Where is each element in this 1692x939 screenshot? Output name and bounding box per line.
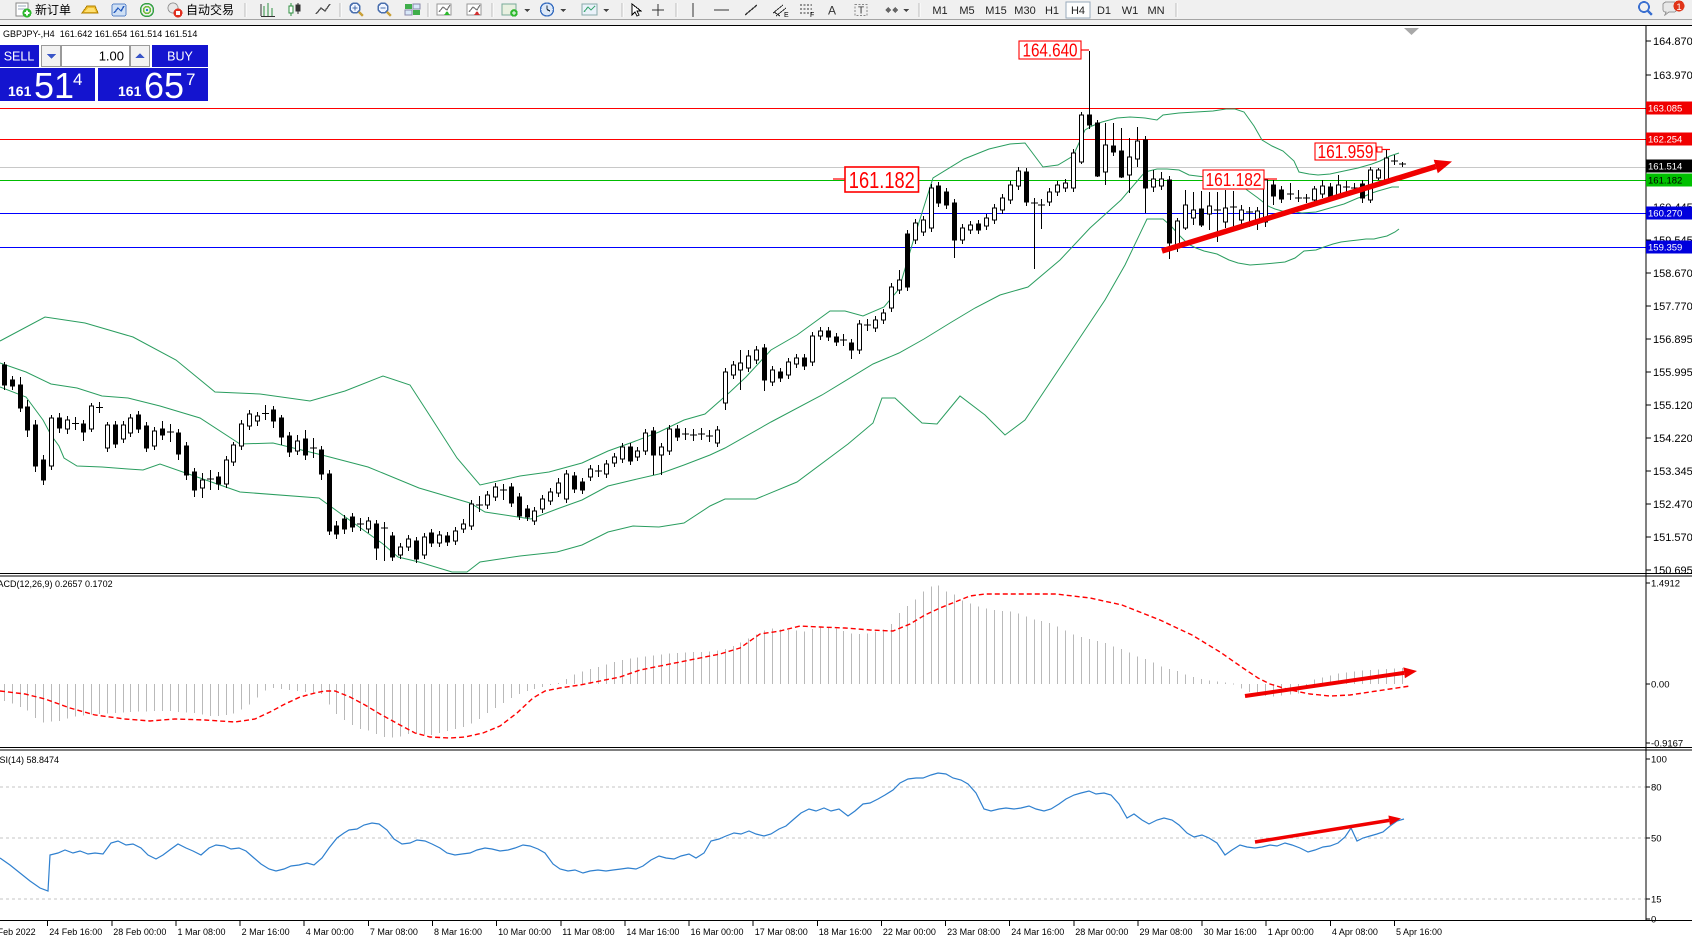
svg-text:29 Mar 08:00: 29 Mar 08:00 bbox=[1140, 927, 1193, 937]
svg-text:10 Mar 00:00: 10 Mar 00:00 bbox=[498, 927, 551, 937]
svg-text:160.270: 160.270 bbox=[1648, 209, 1682, 220]
svg-text:11 Mar 08:00: 11 Mar 08:00 bbox=[562, 927, 614, 937]
svg-text:4: 4 bbox=[73, 70, 82, 89]
svg-text:152.470: 152.470 bbox=[1653, 499, 1692, 511]
svg-text:-0.9167: -0.9167 bbox=[1651, 739, 1683, 750]
svg-text:28 Feb 00:00: 28 Feb 00:00 bbox=[113, 927, 166, 937]
svg-text:22 Mar 00:00: 22 Mar 00:00 bbox=[883, 927, 936, 937]
svg-text:SELL: SELL bbox=[4, 50, 35, 64]
svg-text:17 Mar 08:00: 17 Mar 08:00 bbox=[755, 927, 808, 937]
svg-text:M30: M30 bbox=[1014, 5, 1035, 17]
svg-text:M15: M15 bbox=[985, 5, 1006, 17]
svg-text:1.4912: 1.4912 bbox=[1651, 579, 1680, 590]
svg-text:161.514: 161.514 bbox=[1648, 162, 1682, 173]
svg-text:18 Mar 16:00: 18 Mar 16:00 bbox=[819, 927, 872, 937]
svg-text:163.085: 163.085 bbox=[1648, 104, 1682, 115]
svg-text:F: F bbox=[810, 12, 814, 19]
svg-text:80: 80 bbox=[1651, 783, 1662, 794]
svg-text:W1: W1 bbox=[1122, 5, 1139, 17]
svg-text:自动交易: 自动交易 bbox=[186, 2, 234, 17]
svg-text:4 Apr 08:00: 4 Apr 08:00 bbox=[1332, 927, 1378, 937]
svg-text:151.570: 151.570 bbox=[1653, 532, 1692, 544]
svg-text:MACD(12,26,9) 0.2657 0.1702: MACD(12,26,9) 0.2657 0.1702 bbox=[0, 579, 113, 589]
svg-text:1.00: 1.00 bbox=[99, 49, 124, 64]
svg-text:162.254: 162.254 bbox=[1648, 135, 1682, 146]
svg-text:1 Apr 00:00: 1 Apr 00:00 bbox=[1268, 927, 1314, 937]
svg-text:2 Mar 16:00: 2 Mar 16:00 bbox=[242, 927, 290, 937]
svg-text:M1: M1 bbox=[932, 5, 947, 17]
svg-text:153.345: 153.345 bbox=[1653, 466, 1692, 478]
svg-text:4 Mar 00:00: 4 Mar 00:00 bbox=[306, 927, 354, 937]
svg-text:50: 50 bbox=[1651, 834, 1662, 845]
svg-text:8 Mar 16:00: 8 Mar 16:00 bbox=[434, 927, 482, 937]
svg-text:161.182: 161.182 bbox=[1206, 169, 1262, 190]
svg-text:M5: M5 bbox=[959, 5, 974, 17]
svg-text:155.995: 155.995 bbox=[1653, 367, 1692, 379]
svg-text:A: A bbox=[828, 4, 836, 18]
svg-text:D1: D1 bbox=[1097, 5, 1111, 17]
svg-text:51: 51 bbox=[34, 65, 74, 106]
svg-text:0.00: 0.00 bbox=[1651, 680, 1670, 691]
svg-text:161.182: 161.182 bbox=[1648, 176, 1682, 187]
svg-text:150.695: 150.695 bbox=[1653, 565, 1692, 577]
svg-text:7 Mar 08:00: 7 Mar 08:00 bbox=[370, 927, 418, 937]
svg-text:154.220: 154.220 bbox=[1653, 433, 1692, 445]
svg-text:0: 0 bbox=[1651, 915, 1656, 926]
svg-text:161.182: 161.182 bbox=[849, 167, 915, 193]
svg-text:7: 7 bbox=[186, 70, 195, 89]
svg-text:155.120: 155.120 bbox=[1653, 400, 1692, 412]
svg-text:24 Feb 16:00: 24 Feb 16:00 bbox=[49, 927, 102, 937]
svg-text:H4: H4 bbox=[1071, 5, 1085, 17]
svg-text:GBPJPY-,H4 161.642 161.654 16: GBPJPY-,H4 161.642 161.654 161.514 161.5… bbox=[3, 29, 197, 39]
svg-text:100: 100 bbox=[1651, 755, 1667, 766]
svg-text:159.359: 159.359 bbox=[1648, 243, 1682, 254]
svg-text:161: 161 bbox=[118, 83, 142, 99]
svg-text:28 Mar 00:00: 28 Mar 00:00 bbox=[1075, 927, 1128, 937]
svg-text:156.895: 156.895 bbox=[1653, 334, 1692, 346]
svg-text:14 Mar 16:00: 14 Mar 16:00 bbox=[626, 927, 679, 937]
svg-text:161.959: 161.959 bbox=[1318, 141, 1374, 162]
svg-text:MN: MN bbox=[1147, 5, 1164, 17]
svg-text:RSI(14) 58.8474: RSI(14) 58.8474 bbox=[0, 755, 59, 765]
svg-text:164.870: 164.870 bbox=[1653, 36, 1692, 48]
svg-text:23 Mar 08:00: 23 Mar 08:00 bbox=[947, 927, 1000, 937]
svg-text:24 Mar 16:00: 24 Mar 16:00 bbox=[1011, 927, 1064, 937]
svg-text:1: 1 bbox=[1676, 2, 1681, 13]
svg-text:新订单: 新订单 bbox=[35, 2, 71, 17]
svg-text:23 Feb 2022: 23 Feb 2022 bbox=[0, 927, 36, 937]
svg-text:30 Mar 16:00: 30 Mar 16:00 bbox=[1204, 927, 1257, 937]
svg-text:16 Mar 00:00: 16 Mar 00:00 bbox=[691, 927, 744, 937]
svg-text:BUY: BUY bbox=[167, 50, 193, 64]
svg-text:E: E bbox=[784, 12, 789, 19]
svg-text:1 Mar 08:00: 1 Mar 08:00 bbox=[178, 927, 226, 937]
svg-text:65: 65 bbox=[144, 65, 184, 106]
svg-text:5 Apr 16:00: 5 Apr 16:00 bbox=[1396, 927, 1442, 937]
svg-text:15: 15 bbox=[1651, 895, 1662, 906]
svg-text:157.770: 157.770 bbox=[1653, 301, 1692, 313]
svg-text:T: T bbox=[858, 6, 864, 17]
svg-text:161: 161 bbox=[8, 83, 32, 99]
svg-text:163.970: 163.970 bbox=[1653, 70, 1692, 82]
svg-text:H1: H1 bbox=[1045, 5, 1059, 17]
svg-text:158.670: 158.670 bbox=[1653, 268, 1692, 280]
svg-text:164.640: 164.640 bbox=[1023, 41, 1078, 61]
